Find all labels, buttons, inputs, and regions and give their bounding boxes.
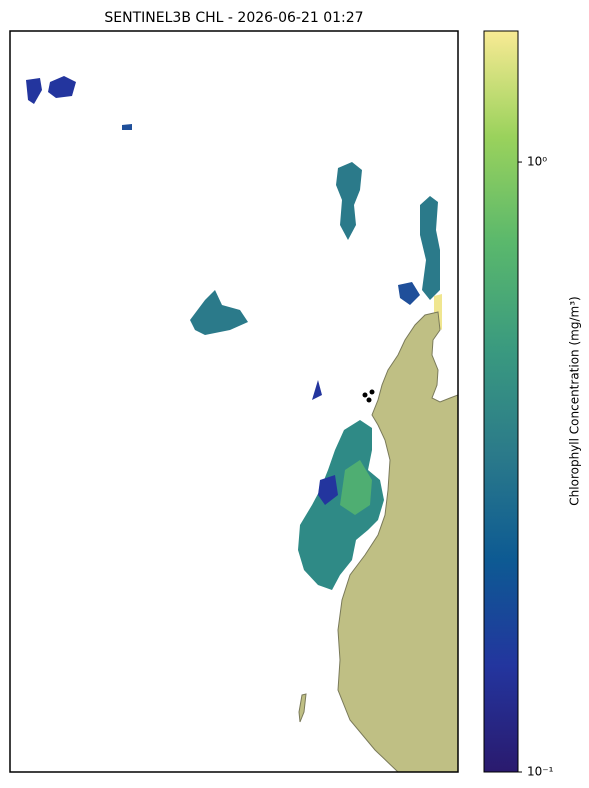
colorbar-tick-label: 10⁰ [527,155,547,169]
colorbar-label: Chlorophyll Concentration (mg/m³) [568,296,582,505]
chart-title: SENTINEL3B CHL - 2026-06-21 01:27 [104,10,363,26]
island [298,693,307,723]
map-frame [9,30,459,773]
map [10,31,458,772]
colorbar [483,30,519,773]
colorbar-tick-label: 10⁻¹ [527,765,554,779]
stations [362,389,375,403]
land [337,311,458,772]
